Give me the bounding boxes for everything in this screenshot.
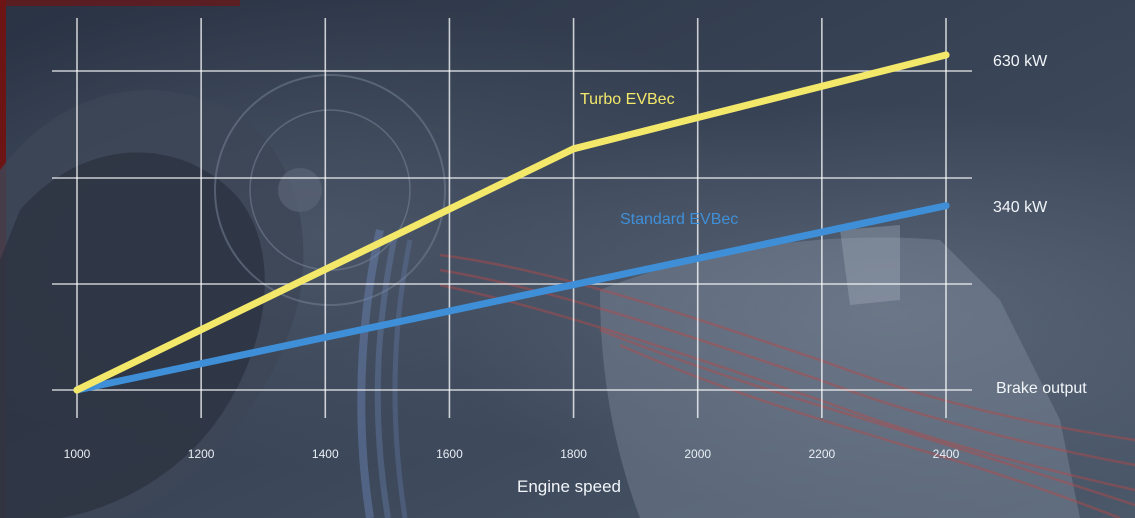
series-point [570,145,578,153]
chart-grid [52,18,972,418]
series-line-standard-evbec [73,202,950,394]
series-end-value-label: 630 kW [993,53,1048,70]
series-point [942,202,950,210]
chart-labels: 1000 1200 1400 1600 1800 2000 2200 2400 Turbo EV… [64,53,1048,461]
x-tick-label: 2000 [684,447,711,461]
x-tick-label: 1400 [312,447,339,461]
chart-series [73,51,950,394]
series-point [942,51,950,59]
series-name-label: Standard EVBec [620,211,738,228]
x-axis-label: Engine speed [517,477,621,496]
x-tick-label: 2200 [809,447,836,461]
baseline-label: Brake output [996,380,1087,397]
x-tick-label: 1000 [64,447,91,461]
series-name-label: Turbo EVBec [580,91,675,108]
series-end-value-label: 340 kW [993,199,1048,216]
x-tick-label: 1600 [436,447,463,461]
series-point [73,386,81,394]
x-tick-label: 1200 [188,447,215,461]
x-tick-label: 1800 [560,447,587,461]
x-tick-label: 2400 [933,447,960,461]
